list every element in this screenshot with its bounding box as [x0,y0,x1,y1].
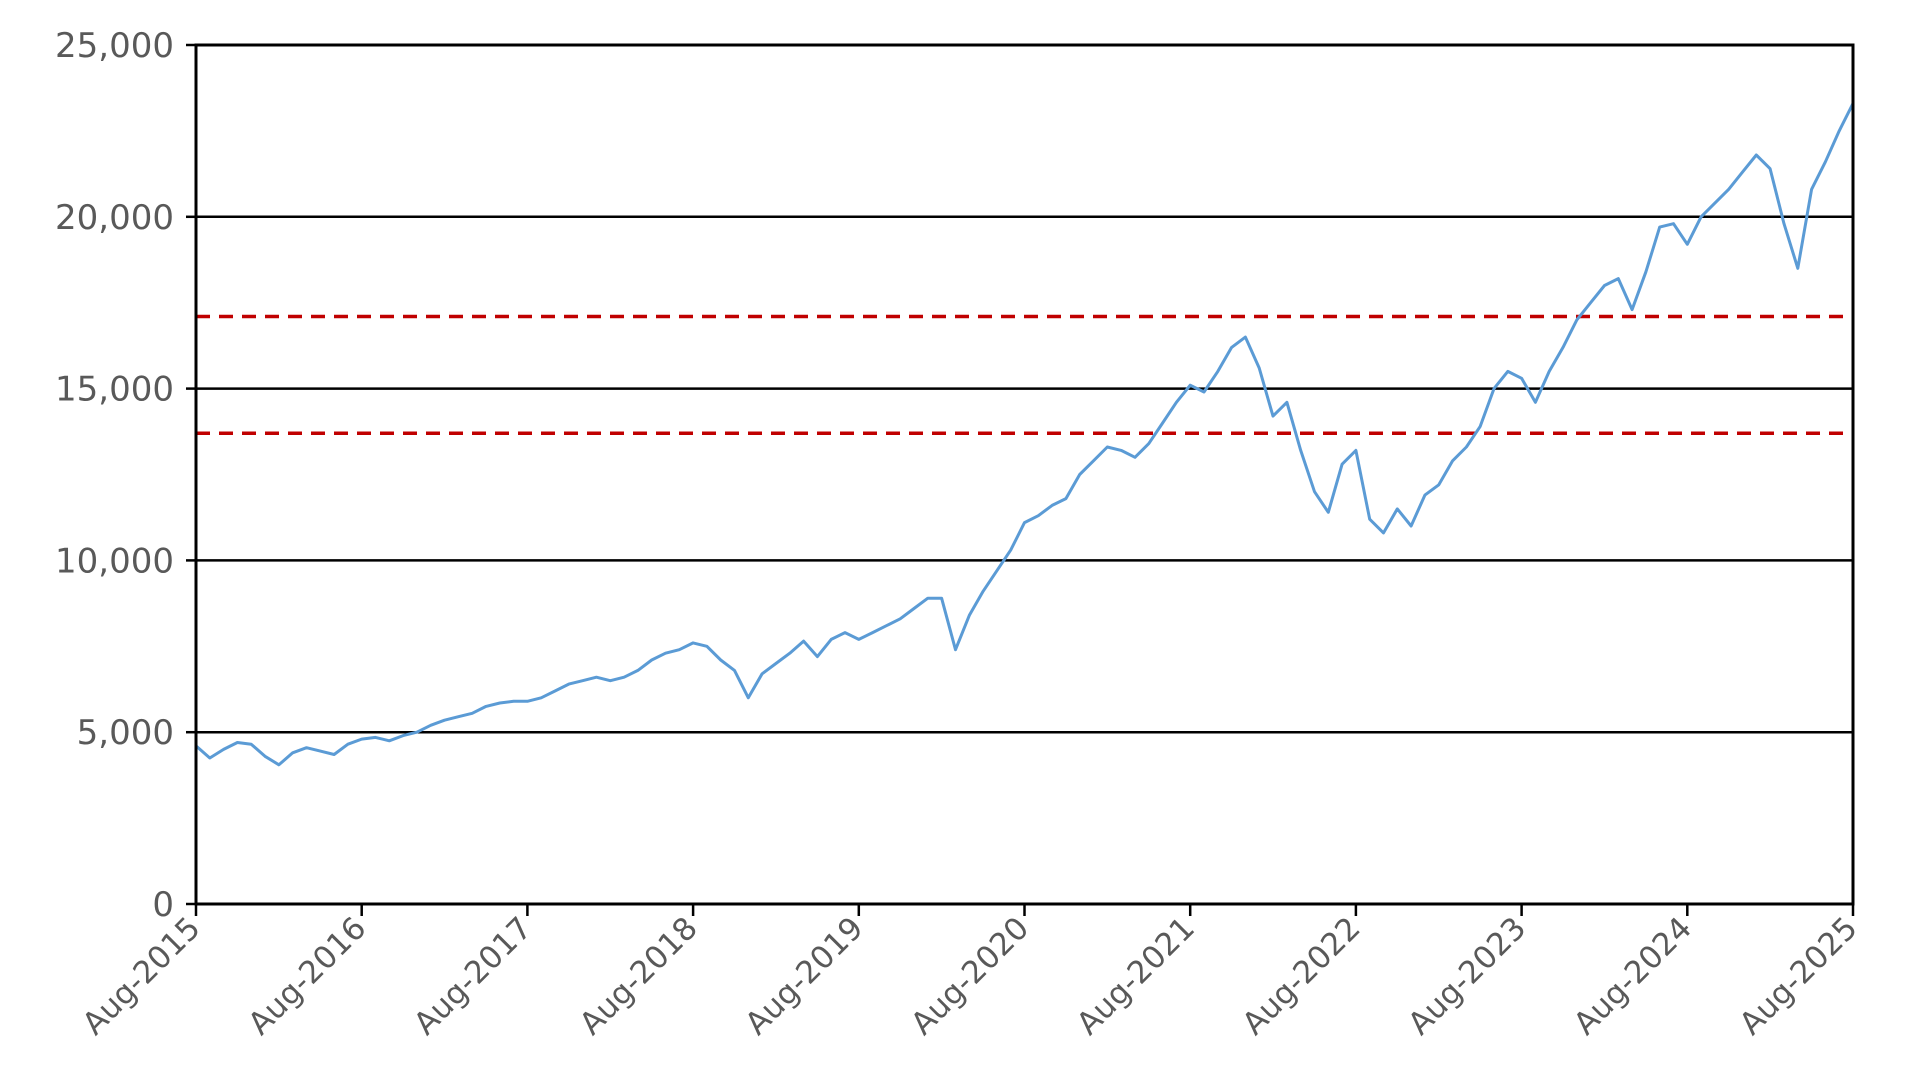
y-tick-label-0: 0 [152,885,174,925]
x-axis-ticks: Aug-2015 Aug-2016 Aug-2017 Aug-2018 Aug-2019… [76,904,1865,1042]
gridlines [196,43,1853,734]
x-tick-label-2015-08: Aug-2015 [76,910,208,1042]
y-tick-label-20000: 20,000 [55,198,174,238]
y-tick-label-25000: 25,000 [55,26,174,66]
y-tick-label-5000: 5,000 [77,713,174,753]
x-tick-label-2023-08: Aug-2023 [1401,910,1533,1042]
x-tick-label-2024-08: Aug-2024 [1567,910,1699,1042]
x-tick-label-2016-08: Aug-2016 [241,910,373,1042]
y-tick-label-15000: 15,000 [55,370,174,410]
plot-frame [194,43,1855,906]
x-tick-label-2022-08: Aug-2022 [1236,910,1368,1042]
x-tick-label-2017-08: Aug-2017 [407,910,539,1042]
x-tick-label-2018-08: Aug-2018 [573,910,705,1042]
x-tick-label-2021-08: Aug-2021 [1070,910,1202,1042]
x-tick-label-2025-08: Aug-2025 [1733,910,1865,1042]
y-tick-label-10000: 10,000 [55,541,174,581]
series-layer [195,102,1855,767]
y-axis-ticks: 0 5,000 10,000 15,000 20,000 25,000 [55,26,196,925]
x-tick-label-2020-08: Aug-2020 [904,910,1036,1042]
x-tick-label-2019-08: Aug-2019 [738,910,870,1042]
series-line-1 [195,102,1855,767]
axes [194,43,1855,906]
reference-lines [196,314,1853,436]
